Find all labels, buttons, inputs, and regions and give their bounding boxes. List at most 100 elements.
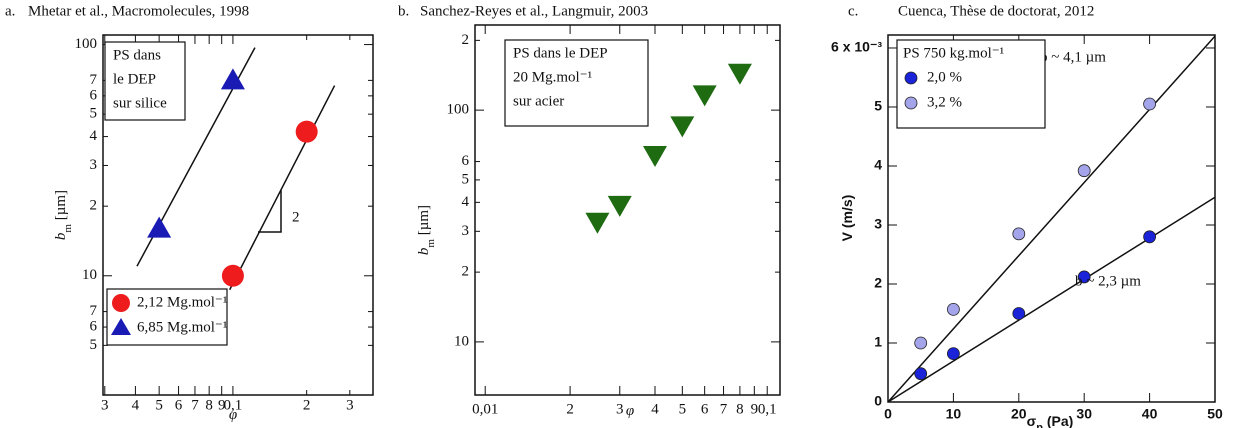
x-axis-label-part: σ <box>1027 413 1037 428</box>
y-tick-label: 2 <box>462 264 470 280</box>
x-tick-label: 2 <box>566 401 574 417</box>
y-tick-label: 2 <box>90 198 98 214</box>
point <box>642 146 667 168</box>
point <box>947 302 960 316</box>
legend-label: 6,85 Mg.mol⁻¹ <box>137 319 227 335</box>
annotation-box <box>504 39 649 127</box>
y-tick-label: 4 <box>874 157 882 173</box>
point <box>1012 307 1026 320</box>
x-tick-label: 40 <box>1142 406 1158 422</box>
x-tick-label: 4 <box>651 401 659 417</box>
x-tick-label: 3 <box>346 397 354 413</box>
annotation: b ~ 2,3 µm <box>1075 273 1141 289</box>
point <box>147 216 172 238</box>
y-axis-label-part: [µm] <box>416 205 432 239</box>
chart-title: Sanchez-Reyes et al., Langmuir, 2003 <box>420 3 648 19</box>
y-tick-label: 0 <box>874 393 882 409</box>
annotation: le DEP <box>113 71 156 87</box>
y-tick-label: 6 <box>462 153 470 169</box>
legend-label: 2,12 Mg.mol⁻¹ <box>137 294 227 310</box>
y-axis-label: bm [µm] <box>416 205 436 255</box>
plot-frame <box>102 34 374 396</box>
x-tick-label: 3 <box>616 401 624 417</box>
y-tick-label: 5 <box>90 337 98 353</box>
y-tick-label: 100 <box>447 102 470 118</box>
legend-box <box>896 39 1046 129</box>
x-axis-label-part: p <box>1036 422 1043 428</box>
point <box>221 264 244 287</box>
point <box>692 85 717 107</box>
y-axis-label-part: m <box>62 224 74 233</box>
x-tick-label: 0,01 <box>472 401 498 417</box>
chart-title: Cuenca, Thèse de doctorat, 2012 <box>898 3 1094 19</box>
x-axis-label: φ <box>229 407 237 423</box>
plot-frame <box>474 24 781 396</box>
slope-triangle <box>258 190 282 233</box>
x-tick-label: 4 <box>132 397 140 413</box>
y-tick-label: 3 <box>462 223 470 239</box>
y-tick-label: 6 <box>90 87 98 103</box>
annotation: sur acier <box>513 93 564 109</box>
panel-label: a. <box>5 3 15 19</box>
legend-marker <box>904 96 918 110</box>
x-tick-label: 0,1 <box>224 397 243 413</box>
y-tick-label: 3 <box>90 157 98 173</box>
x-tick-label: 20 <box>1011 406 1027 422</box>
fit-line <box>229 85 336 291</box>
point <box>670 116 695 138</box>
legend-marker <box>111 318 131 335</box>
legend-title: PS 750 kg.mol⁻¹ <box>903 45 1004 61</box>
y-tick-label: 4 <box>90 128 98 144</box>
point <box>1077 164 1091 178</box>
point <box>1143 230 1156 244</box>
point <box>947 347 960 361</box>
annotation: PS dans <box>113 47 161 63</box>
y-tick-label: 100 <box>75 36 98 52</box>
x-tick-label: 8 <box>736 401 744 417</box>
y-tick-label: 2 <box>462 32 470 48</box>
y-tick-label: 5 <box>90 106 98 122</box>
annotation: b ~ 4,1 µm <box>1040 49 1106 65</box>
annotation-box <box>104 41 186 121</box>
x-tick-label: 0,1 <box>758 401 777 417</box>
legend-label: 2,0 % <box>927 69 962 85</box>
panel-label: b. <box>398 3 409 19</box>
y-axis-label-part: [µm] <box>53 190 69 224</box>
point <box>727 63 752 85</box>
annotation: 2 <box>292 209 300 225</box>
y-tick-label: 10 <box>82 267 97 283</box>
x-axis-label-part: φ <box>626 403 634 419</box>
x-tick-label: 0 <box>884 406 892 422</box>
legend-marker <box>904 71 918 85</box>
point <box>585 212 610 234</box>
y-tick-label: 7 <box>90 303 98 319</box>
x-tick-label: 3 <box>101 397 109 413</box>
y-tick-label: 10 <box>454 333 469 349</box>
y-tick-label: 1 <box>874 334 882 350</box>
point <box>220 68 245 90</box>
x-tick-label: 5 <box>155 397 163 413</box>
x-tick-label: 9 <box>751 401 759 417</box>
x-axis-label-part: (Pa) <box>1043 413 1073 428</box>
legend-label: 3,2 % <box>927 94 962 110</box>
y-axis-label-part: b <box>53 232 69 240</box>
y-tick-label: 3 <box>874 216 882 232</box>
y-axis-label-part: m <box>425 239 437 248</box>
panel-label: c. <box>848 3 858 19</box>
y-tick-label: 5 <box>462 171 470 187</box>
point <box>1077 270 1091 284</box>
x-tick-label: 30 <box>1076 406 1092 422</box>
plot-frame <box>887 34 1216 403</box>
point <box>1012 227 1026 241</box>
x-axis-label-part: φ <box>229 407 237 423</box>
annotation: PS dans le DEP <box>513 45 608 61</box>
y-tick-label: 6 <box>90 318 98 334</box>
y-axis-label: V (m/s) <box>839 195 855 242</box>
x-tick-label: 7 <box>720 401 728 417</box>
fit-line <box>887 35 1216 403</box>
chart-title: Mhetar et al., Macromolecules, 1998 <box>28 3 249 19</box>
y-tick-label: 7 <box>90 72 98 88</box>
x-tick-label: 5 <box>679 401 687 417</box>
